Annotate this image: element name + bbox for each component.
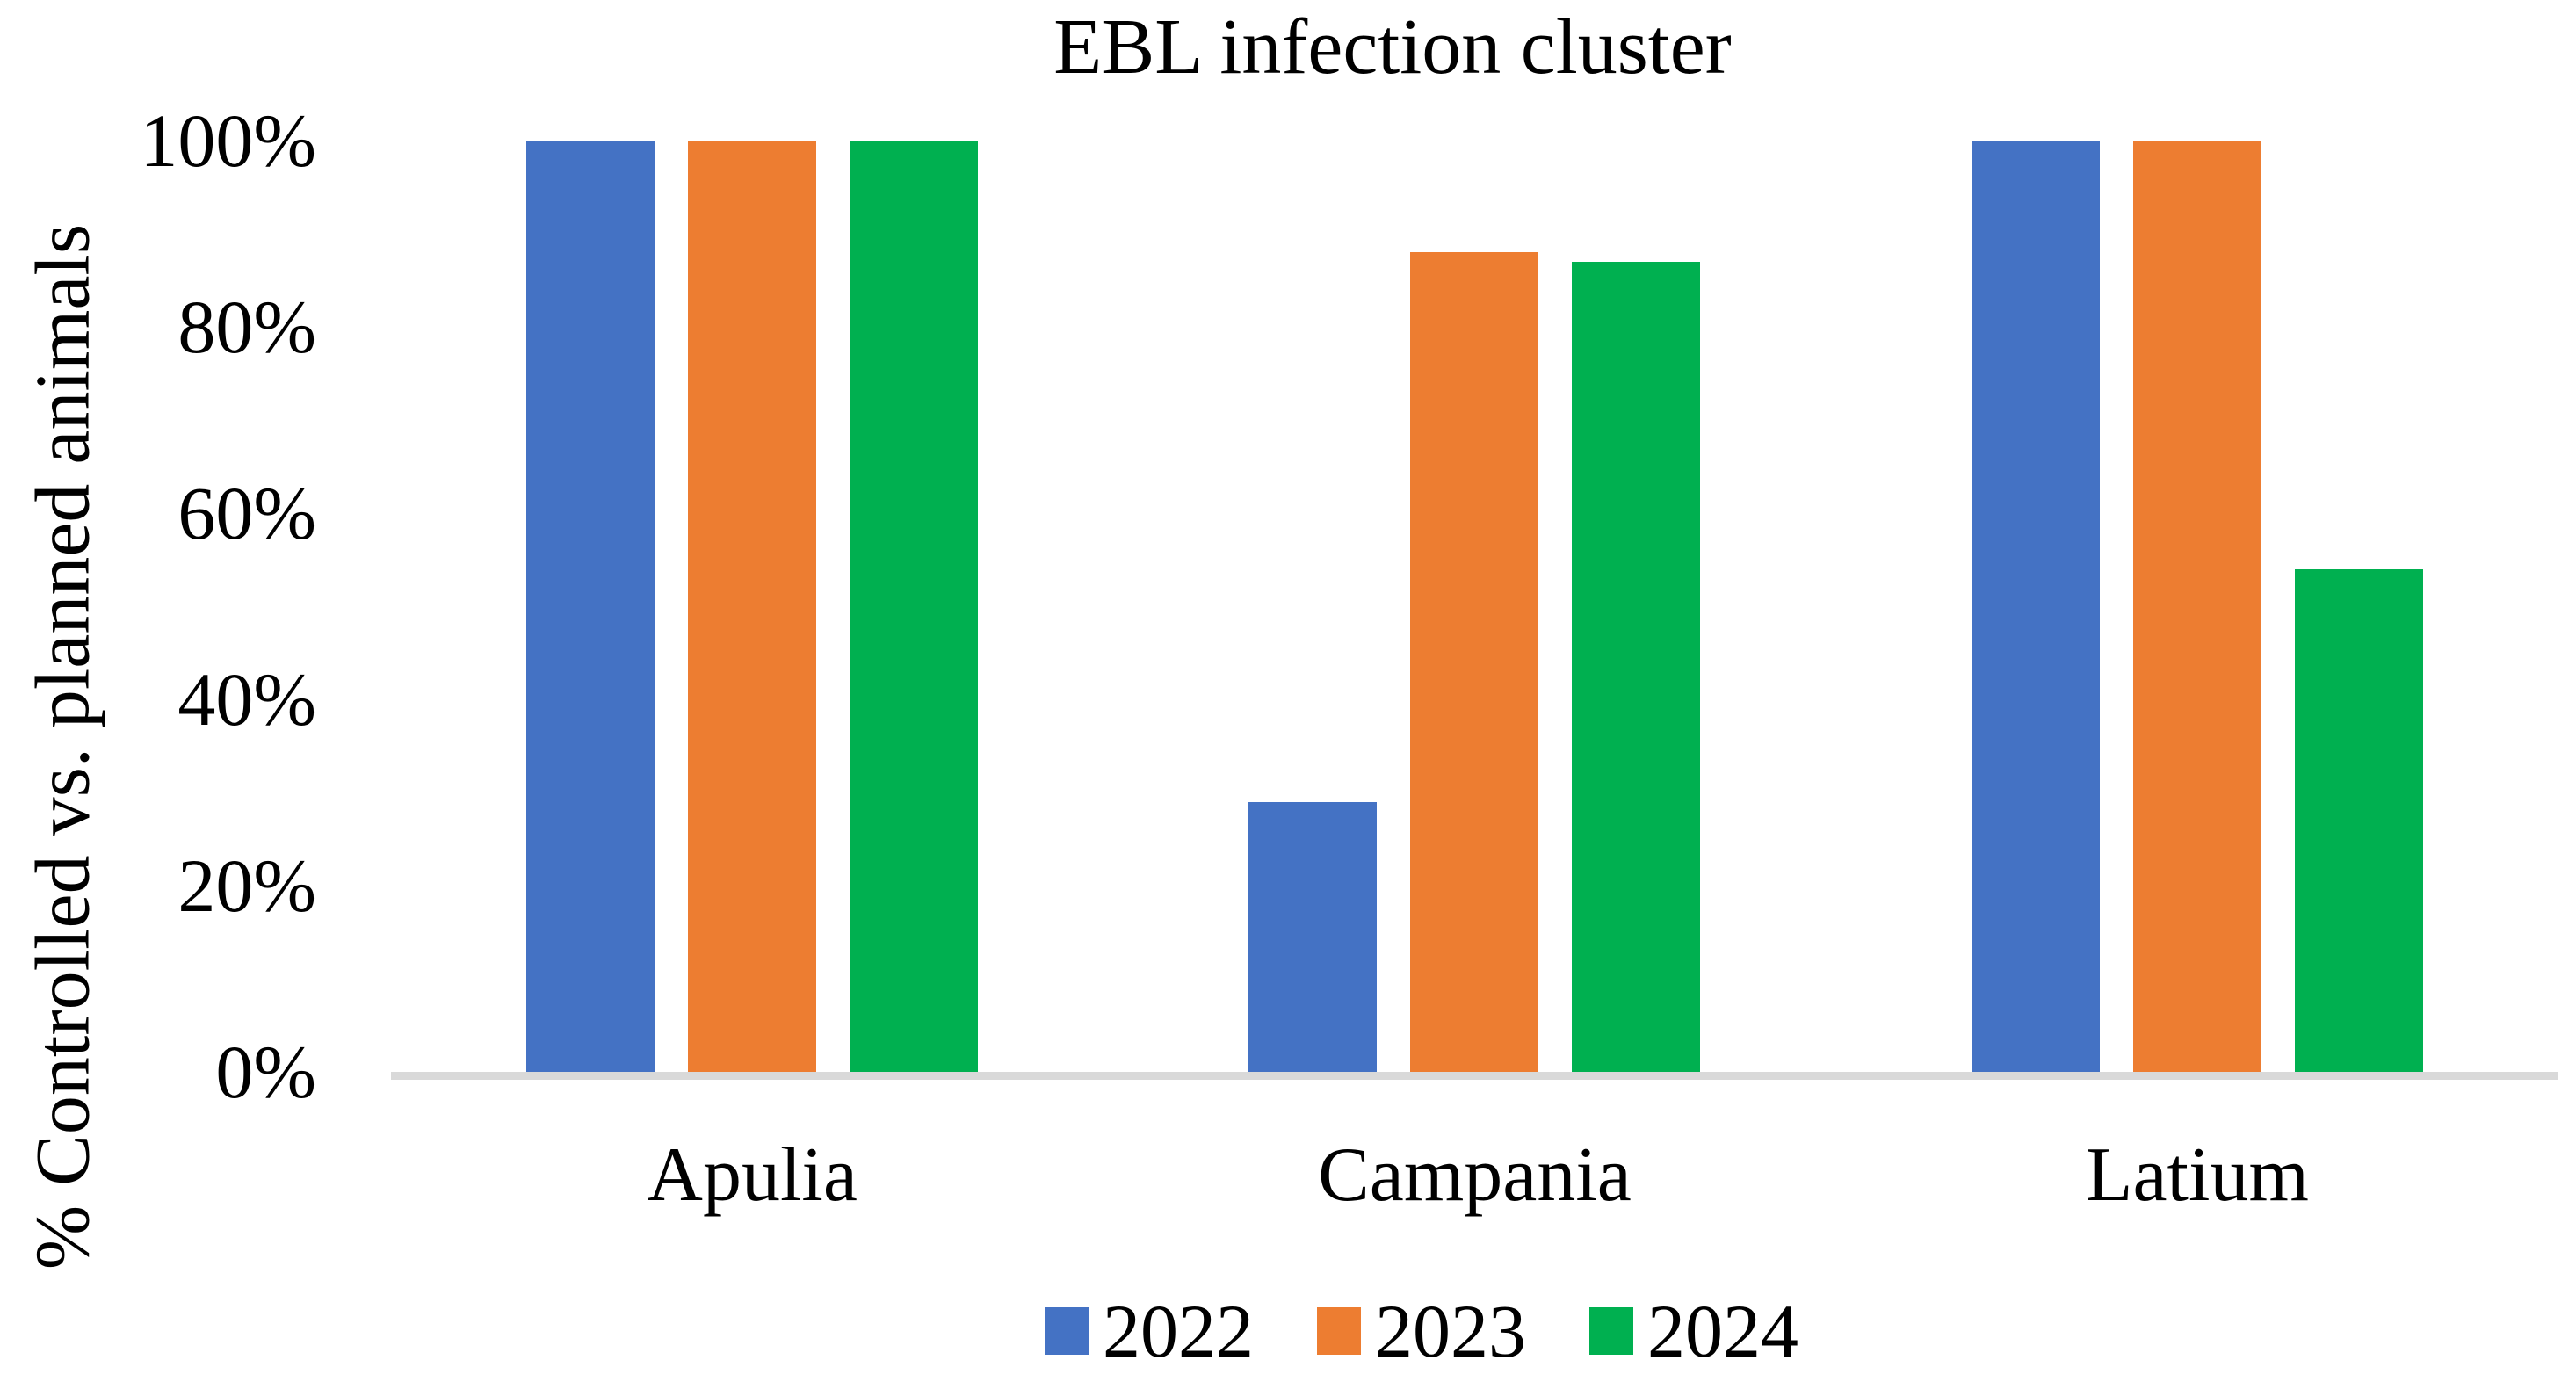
bar-latium-2022 — [1971, 141, 2100, 1072]
x-axis-label-campania: Campania — [1318, 1132, 1632, 1218]
bar-campania-2023 — [1410, 252, 1539, 1072]
x-axis-label-apulia: Apulia — [647, 1132, 857, 1218]
bar-group-apulia — [391, 141, 1113, 1072]
x-axis: Apulia Campania Latium — [391, 1131, 2558, 1219]
bar-latium-2024 — [2294, 568, 2423, 1072]
y-tick-label-100: 100% — [140, 98, 316, 183]
bar-group-latium — [1836, 141, 2558, 1072]
x-axis-line — [391, 1072, 2558, 1080]
legend-item-2024: 2024 — [1589, 1293, 1798, 1369]
legend-label-2023: 2023 — [1375, 1289, 1526, 1373]
bar-group-campania — [1113, 141, 1835, 1072]
bar-apulia-2022 — [526, 141, 655, 1072]
y-tick-label-20: 20% — [177, 843, 316, 928]
bar-campania-2024 — [1572, 261, 1701, 1072]
legend-label-2024: 2024 — [1647, 1289, 1798, 1373]
y-axis: 100% 80% 60% 40% 20% 0% — [0, 103, 351, 1110]
y-tick-label-0: 0% — [215, 1030, 316, 1114]
legend-swatch-2023 — [1317, 1307, 1361, 1355]
bar-apulia-2024 — [850, 141, 979, 1072]
legend-swatch-2022 — [1045, 1307, 1089, 1355]
plot-area — [391, 141, 2558, 1080]
bar-campania-2022 — [1248, 801, 1378, 1072]
x-axis-label-latium: Latium — [2085, 1132, 2309, 1218]
legend-label-2022: 2022 — [1103, 1289, 1254, 1373]
legend: 2022 2023 2024 — [1045, 1293, 1798, 1369]
legend-item-2023: 2023 — [1317, 1293, 1526, 1369]
chart-title: EBL infection cluster — [1053, 4, 1732, 90]
y-tick-label-80: 80% — [177, 285, 316, 369]
bar-apulia-2023 — [688, 141, 817, 1072]
legend-swatch-2024 — [1589, 1307, 1633, 1355]
y-tick-label-60: 60% — [177, 471, 316, 555]
bar-latium-2023 — [2132, 141, 2261, 1072]
y-tick-label-40: 40% — [177, 657, 316, 742]
legend-item-2022: 2022 — [1045, 1293, 1254, 1369]
